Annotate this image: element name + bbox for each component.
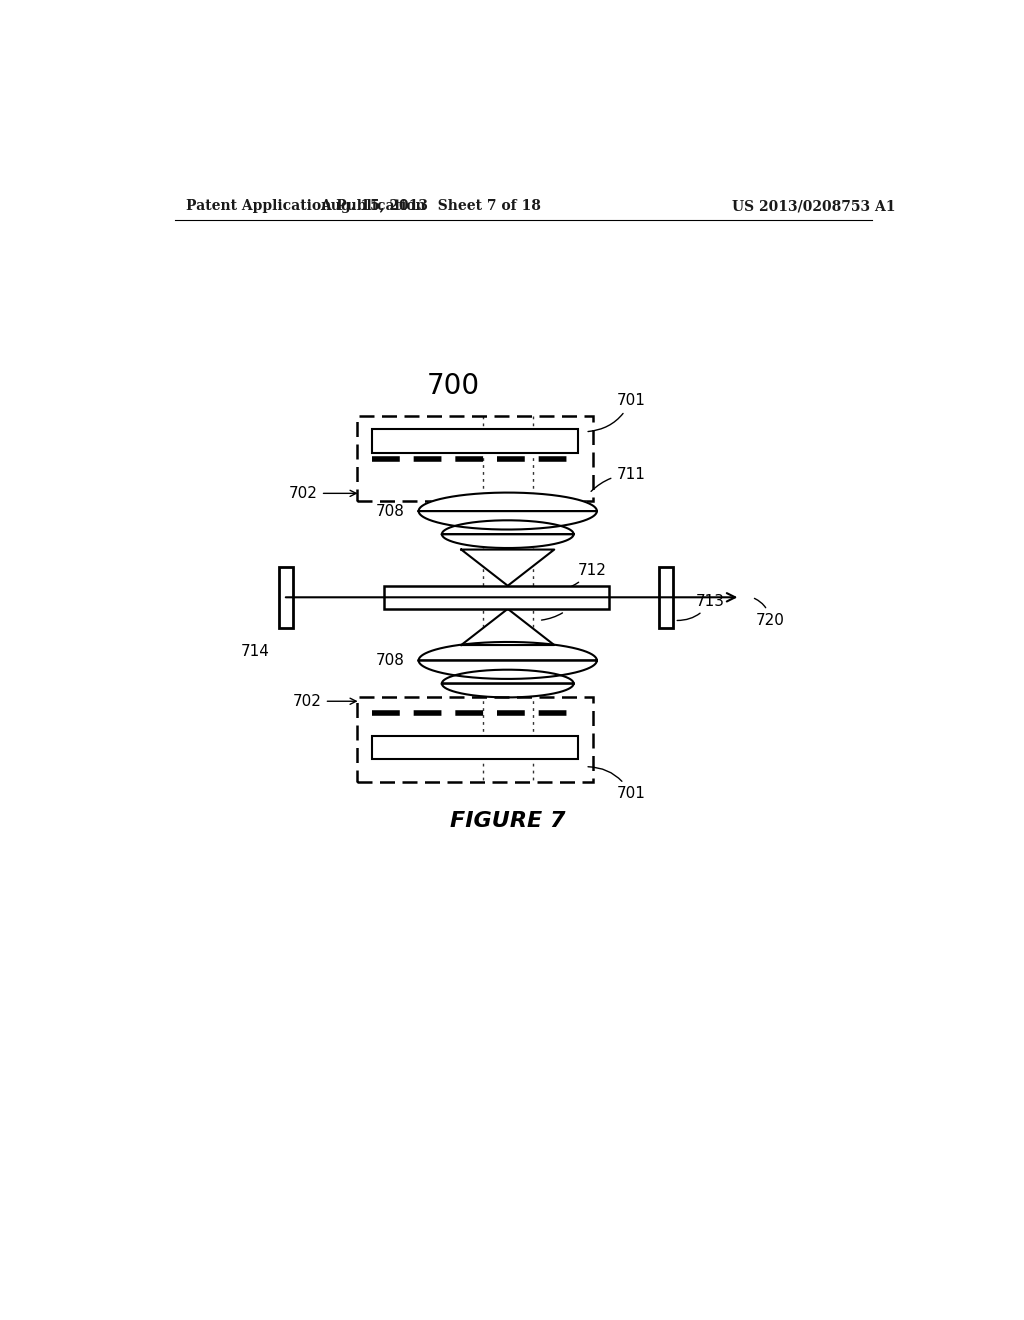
Text: US 2013/0208753 A1: US 2013/0208753 A1 xyxy=(732,199,896,213)
Polygon shape xyxy=(419,642,597,678)
Text: 702: 702 xyxy=(293,694,356,709)
Bar xyxy=(384,586,608,609)
Bar xyxy=(658,566,673,628)
Bar xyxy=(280,566,293,628)
Bar xyxy=(356,416,593,502)
Text: 711: 711 xyxy=(591,466,645,491)
Text: FIGURE 7: FIGURE 7 xyxy=(450,810,565,830)
Bar xyxy=(356,697,593,781)
Polygon shape xyxy=(442,669,573,697)
Polygon shape xyxy=(461,609,554,645)
Text: Patent Application Publication: Patent Application Publication xyxy=(186,199,426,213)
Text: 708: 708 xyxy=(376,653,404,668)
Text: 720: 720 xyxy=(755,598,784,628)
Text: 700: 700 xyxy=(427,371,480,400)
Text: Aug. 15, 2013  Sheet 7 of 18: Aug. 15, 2013 Sheet 7 of 18 xyxy=(319,199,541,213)
Text: 711: 711 xyxy=(542,594,591,620)
Text: 713: 713 xyxy=(677,594,725,620)
Text: 712: 712 xyxy=(549,562,606,593)
Text: 702: 702 xyxy=(289,486,356,500)
Polygon shape xyxy=(461,549,554,586)
Bar xyxy=(372,429,578,453)
Text: 701: 701 xyxy=(588,767,645,801)
Text: 701: 701 xyxy=(588,393,645,432)
Text: 708: 708 xyxy=(376,503,404,519)
Text: 714: 714 xyxy=(241,644,270,659)
Bar xyxy=(372,737,578,759)
Polygon shape xyxy=(442,520,573,548)
Polygon shape xyxy=(419,492,597,529)
